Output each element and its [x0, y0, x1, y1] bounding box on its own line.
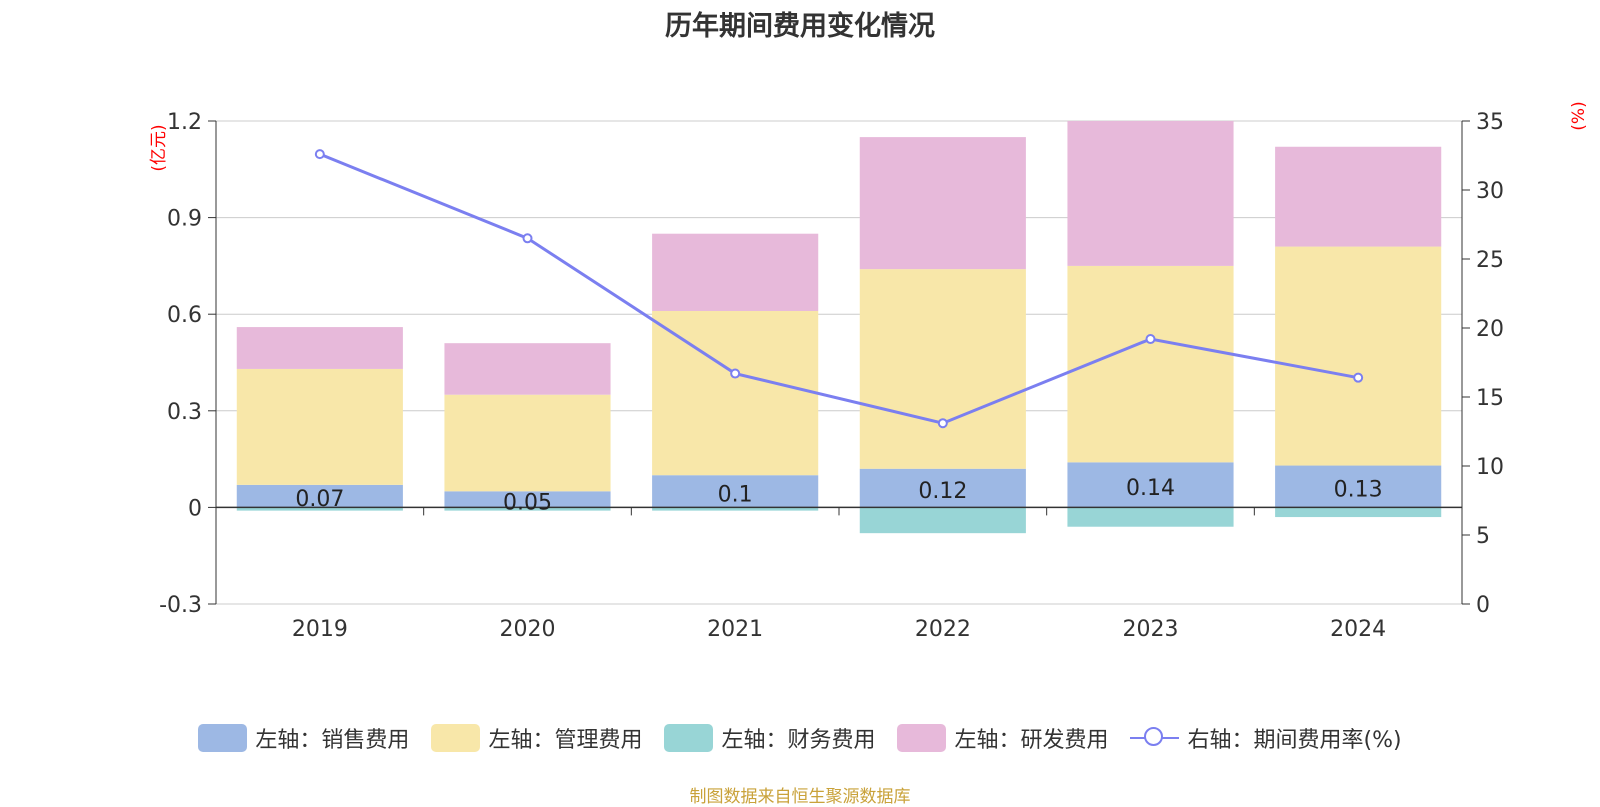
- legend-item-sales[interactable]: 左轴：销售费用: [198, 722, 409, 754]
- bar-sales: [1067, 462, 1234, 508]
- right-axis-tick-label: 10: [1476, 455, 1504, 480]
- legend-label: 左轴：研发费用: [954, 728, 1109, 753]
- legend-item-rd[interactable]: 左轴：研发费用: [897, 722, 1108, 754]
- right-axis-tick-label: 5: [1476, 524, 1490, 549]
- rate-point: [730, 368, 741, 379]
- source-note: 制图数据来自恒生聚源数据库: [689, 787, 911, 807]
- left-axis-tick-label: 0: [188, 496, 202, 521]
- x-axis-category-label: 2020: [500, 617, 556, 642]
- legend-swatch-sales: [198, 724, 248, 752]
- x-axis-category-label: 2023: [1123, 617, 1179, 642]
- rate-point: [1145, 334, 1156, 345]
- chart-area: 1.2 0.9 0.6 0.3 0 -0.3 35 30 25 20 15 10 5 0 2019 2020 2…: [149, 101, 1589, 642]
- bar-admin: [444, 394, 611, 492]
- left-axis-tick-label: 0.9: [167, 207, 202, 232]
- x-axis-category-label: 2022: [915, 617, 971, 642]
- right-axis-tick-label: 15: [1476, 386, 1504, 411]
- bar-sales: [236, 484, 403, 508]
- legend-label: 左轴：销售费用: [255, 728, 410, 753]
- bars: [236, 121, 1442, 534]
- bar-finance: [859, 507, 1026, 534]
- data-labels: 0.07 0.05 0.1 0.12 0.14 0.13: [295, 476, 1382, 515]
- bar-sales: [652, 475, 819, 508]
- bar-rd: [236, 327, 403, 369]
- axes: 1.2 0.9 0.6 0.3 0 -0.3 35 30 25 20 15 10 5 0 2019 2020 2…: [159, 110, 1504, 642]
- left-axis-tick-label: 0.6: [167, 303, 202, 328]
- bar-sales: [859, 468, 1026, 508]
- data-label-sales: 0.14: [1126, 476, 1175, 501]
- rate-point: [522, 233, 533, 244]
- left-axis-unit: (亿元): [149, 124, 169, 171]
- chart-title: 历年期间费用变化情况: [665, 11, 935, 42]
- bar-rd: [1067, 121, 1234, 266]
- bar-finance: [652, 507, 819, 511]
- left-axis-tick-label: 0.3: [167, 400, 202, 425]
- data-label-sales: 0.12: [918, 479, 967, 504]
- legend-swatch-rd: [897, 724, 947, 752]
- bar-finance: [236, 507, 403, 511]
- bar-sales: [1275, 465, 1442, 508]
- bar-admin: [859, 269, 1026, 469]
- legend-item-finance[interactable]: 左轴：财务费用: [664, 722, 875, 754]
- right-axis-unit: (%): [1569, 101, 1589, 130]
- grid-lines: [216, 120, 1462, 605]
- right-axis-tick-label: 20: [1476, 317, 1504, 342]
- right-axis-tick-label: 25: [1476, 248, 1504, 273]
- bar-sales: [444, 491, 611, 508]
- data-label-sales: 0.13: [1334, 477, 1383, 502]
- data-label-sales: 0.07: [295, 487, 344, 512]
- bar-finance: [444, 507, 611, 511]
- bar-rd: [1275, 146, 1442, 247]
- data-label-sales: 0.05: [503, 490, 552, 515]
- rate-point: [1353, 372, 1364, 383]
- legend-label: 左轴：财务费用: [721, 728, 876, 753]
- bar-finance: [1067, 507, 1234, 527]
- data-label-sales: 0.1: [718, 482, 753, 507]
- rate-point: [314, 149, 325, 160]
- bar-rd: [859, 137, 1026, 270]
- x-axis-category-label: 2021: [707, 617, 763, 642]
- left-axis-tick-label: -0.3: [159, 593, 202, 618]
- left-axis-tick-label: 1.2: [167, 110, 202, 135]
- x-axis-category-label: 2024: [1330, 617, 1386, 642]
- bar-admin: [236, 368, 403, 485]
- bar-admin: [1067, 265, 1234, 463]
- bar-rd: [652, 233, 819, 311]
- legend-item-admin[interactable]: 左轴：管理费用: [431, 722, 642, 754]
- rate-point: [937, 418, 948, 429]
- bar-admin: [1275, 246, 1442, 466]
- legend: 左轴：销售费用 左轴：管理费用 左轴：财务费用 左轴：研发费用 右轴：期间费用率…: [0, 720, 1600, 756]
- legend-label: 右轴：期间费用率(%): [1187, 728, 1402, 753]
- bar-rd: [444, 343, 611, 395]
- legend-label: 左轴：管理费用: [488, 728, 643, 753]
- legend-line-marker-icon: [1130, 724, 1180, 752]
- rate-line: [314, 149, 1364, 429]
- x-axis-category-label: 2019: [292, 617, 348, 642]
- legend-swatch-finance: [664, 724, 714, 752]
- rate-line-path: [319, 152, 1359, 425]
- bar-finance: [1275, 507, 1442, 518]
- right-axis-tick-label: 0: [1476, 593, 1490, 618]
- legend-swatch-admin: [431, 724, 481, 752]
- legend-item-rate[interactable]: 右轴：期间费用率(%): [1130, 722, 1402, 754]
- right-axis-tick-label: 35: [1476, 110, 1504, 135]
- right-axis-tick-label: 30: [1476, 179, 1504, 204]
